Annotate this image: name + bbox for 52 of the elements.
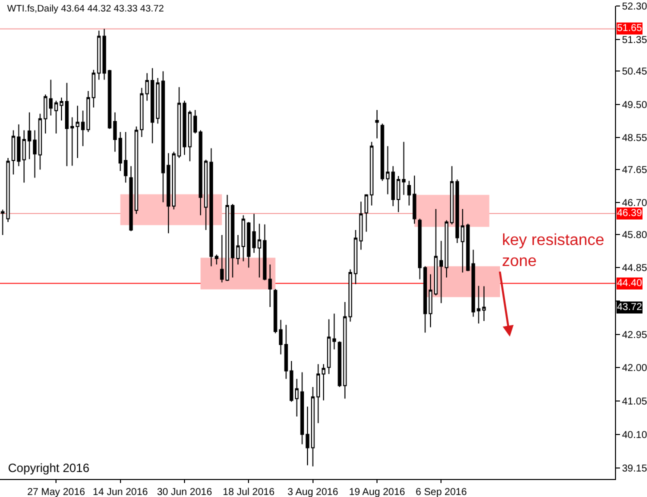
y-tick-label: 42.95 bbox=[622, 330, 647, 341]
candlestick bbox=[327, 318, 331, 375]
candlestick bbox=[209, 148, 214, 267]
ref-line-label: 51.65 bbox=[617, 23, 642, 34]
candlestick bbox=[386, 146, 390, 195]
y-tick-label: 39.15 bbox=[622, 463, 647, 474]
x-tick-label: 14 Jun 2016 bbox=[92, 487, 148, 497]
y-tick-label: 45.80 bbox=[622, 230, 647, 241]
y-tick-label: 44.85 bbox=[622, 263, 647, 274]
candlestick bbox=[262, 224, 267, 281]
candlestick bbox=[156, 77, 160, 124]
annotation: 43.72 bbox=[617, 302, 642, 313]
annotation: Copyright 2016 bbox=[8, 461, 90, 475]
candlestick bbox=[124, 132, 128, 184]
candlestick bbox=[16, 124, 21, 167]
candlestick bbox=[380, 123, 384, 182]
candlestick bbox=[402, 141, 406, 196]
candlestick bbox=[86, 90, 90, 133]
candlestick bbox=[214, 254, 218, 265]
candlestick bbox=[364, 194, 368, 232]
y-tick-label: 48.55 bbox=[622, 133, 647, 144]
y-tick-label: 51.35 bbox=[622, 34, 647, 46]
candlestick bbox=[140, 87, 144, 138]
x-tick-label: 18 Jul 2016 bbox=[222, 487, 275, 497]
y-tick-label: 42.00 bbox=[622, 363, 647, 374]
x-tick-label: 27 May 2016 bbox=[27, 487, 86, 497]
candlestick bbox=[32, 130, 37, 178]
y-tick-label: 49.50 bbox=[622, 100, 647, 111]
candlestick bbox=[225, 194, 230, 282]
annotation: key resistance zone bbox=[502, 232, 604, 270]
candlestick bbox=[274, 288, 278, 334]
candlestick bbox=[332, 313, 336, 350]
ref-line-label: 44.40 bbox=[617, 278, 642, 289]
y-tick-label: 47.65 bbox=[622, 164, 647, 176]
candlestick bbox=[455, 178, 460, 244]
candlestick bbox=[220, 234, 224, 283]
y-tick-label: 52.30 bbox=[622, 2, 647, 12]
y-tick-label: 40.10 bbox=[622, 430, 647, 441]
candlestick bbox=[375, 109, 379, 139]
x-tick-label: 6 Sep 2016 bbox=[416, 487, 468, 497]
x-tick-label: 19 Aug 2016 bbox=[348, 487, 406, 497]
x-tick-label: 30 Jun 2016 bbox=[156, 487, 212, 497]
candlestick bbox=[268, 264, 272, 308]
y-tick-label: 46.70 bbox=[622, 198, 647, 210]
candlestick bbox=[278, 319, 283, 355]
candlestick bbox=[418, 218, 422, 280]
y-tick-label: 50.45 bbox=[622, 66, 647, 78]
chart-title: WTI.fs,Daily 43.64 44.32 43.33 43.72 bbox=[7, 3, 164, 14]
ref-line-label: 46.39 bbox=[617, 208, 642, 219]
x-tick-label: 3 Aug 2016 bbox=[288, 487, 339, 497]
y-tick-label: 41.05 bbox=[622, 396, 647, 408]
candlestick bbox=[370, 141, 374, 206]
